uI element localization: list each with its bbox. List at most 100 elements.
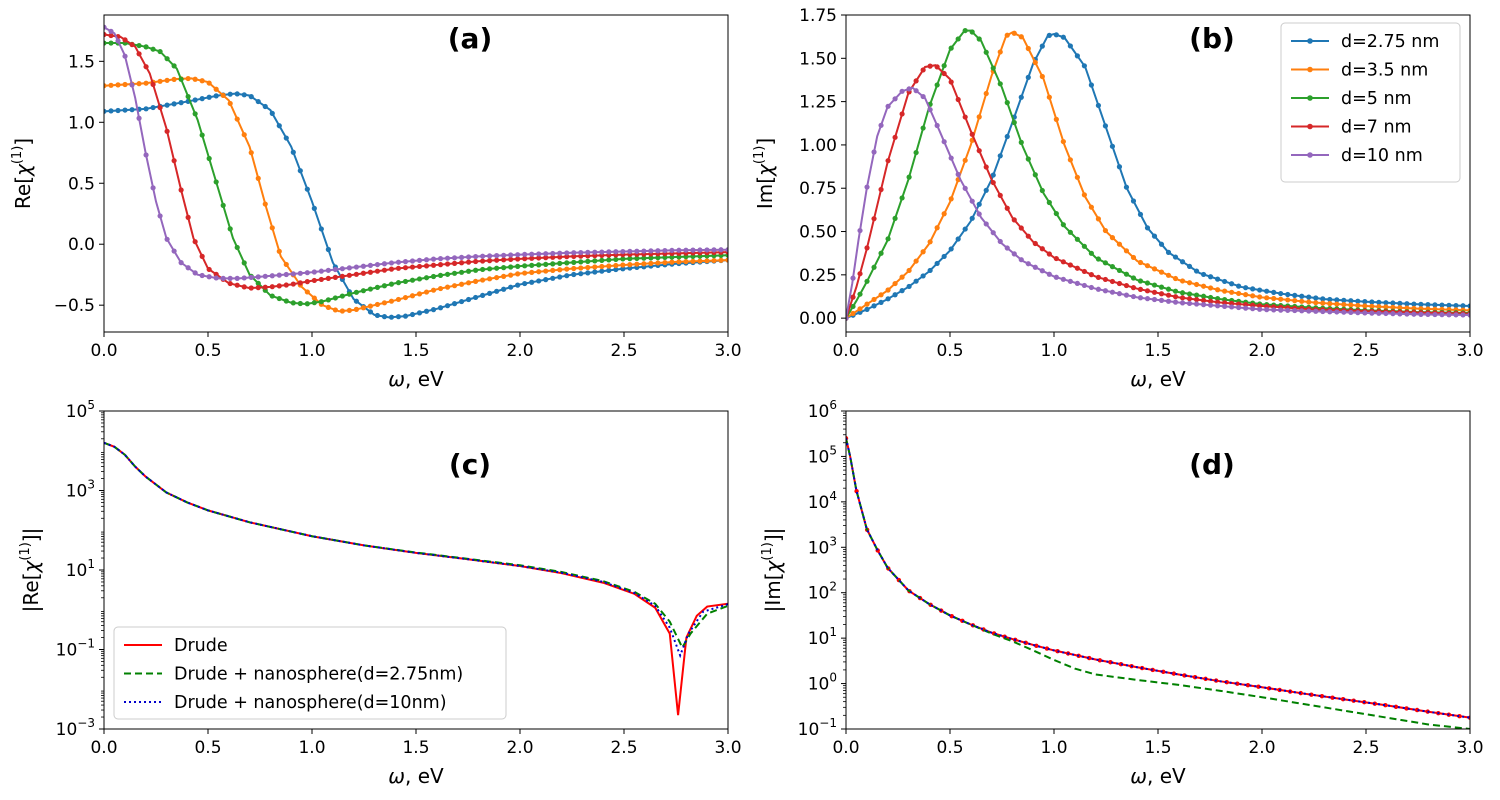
y-axis-prefix-d: |Im [761, 580, 785, 612]
series-marker-b-3-33 [1074, 265, 1080, 271]
series-marker-b-4-36 [1095, 286, 1101, 292]
series-marker-a-0-45 [416, 310, 423, 316]
series-marker-a-4-17 [220, 275, 226, 281]
series-marker-a-2-70 [592, 258, 598, 264]
series-marker-a-1-18 [227, 100, 233, 107]
series-marker-b-0-40 [1123, 184, 1130, 190]
series-marker-a-4-31 [318, 268, 324, 274]
series-marker-a-0-10 [171, 101, 177, 107]
series-marker-a-0-44 [409, 311, 416, 318]
series-marker-b-0-54 [1222, 278, 1228, 285]
series-marker-b-0-7 [892, 292, 898, 298]
series-marker-a-4-86 [704, 247, 710, 253]
series-marker-b-2-2 [857, 291, 863, 297]
series-marker-b-1-32 [1067, 157, 1073, 163]
series-marker-a-3-13 [192, 239, 198, 245]
series-marker-a-3-39 [374, 268, 381, 274]
series-marker-a-3-24 [269, 284, 275, 290]
series-marker-b-4-60 [1264, 307, 1270, 313]
series-marker-b-0-32 [1067, 43, 1073, 49]
series-line-a-0 [104, 92, 728, 319]
series-marker-a-1-15 [206, 80, 212, 86]
series-marker-a-1-34 [339, 308, 345, 314]
series-marker-a-2-64 [550, 261, 556, 267]
series-marker-a-4-80 [662, 247, 668, 254]
series-marker-a-4-21 [248, 274, 254, 281]
series-marker-b-0-34 [1081, 63, 1087, 69]
series-marker-b-4-19 [976, 211, 982, 217]
panel-a: 0.0 0.5 1.0 1.5 2.0 2.5 3.0 −0.5 0.0 0.5 1.0 1.5 ω, … [10, 14, 742, 391]
series-marker-a-4-89 [725, 247, 728, 253]
series-marker-a-2-29 [304, 301, 310, 307]
series-marker-b-4-52 [1207, 302, 1214, 308]
series-marker-b-1-20 [983, 90, 989, 97]
series-marker-b-4-70 [1334, 309, 1340, 315]
series-marker-a-4-71 [599, 249, 605, 255]
series-marker-a-2-9 [164, 56, 170, 62]
series-marker-a-2-59 [515, 263, 521, 269]
series-marker-a-4-15 [206, 274, 212, 280]
series-marker-b-0-81 [1411, 301, 1417, 307]
legend-b: d=2.75 nm d=3.5 nm d=5 nm d=7 nm d=10 nm [1280, 22, 1461, 183]
series-marker-a-3-6 [143, 64, 149, 70]
series-marker-b-4-77 [1383, 310, 1389, 317]
series-marker-b-0-36 [1095, 102, 1101, 109]
series-marker-b-2-38 [1109, 264, 1116, 270]
series-marker-a-4-20 [241, 275, 247, 281]
series-marker-b-3-16 [955, 96, 961, 103]
series-marker-b-0-77 [1383, 300, 1389, 306]
series-marker-b-0-44 [1151, 233, 1158, 239]
series-marker-b-1-46 [1165, 272, 1172, 278]
plot-area-b [846, 27, 1470, 321]
series-marker-b-3-27 [1032, 240, 1038, 247]
series-marker-a-0-16 [213, 93, 219, 99]
plot-area-c [104, 441, 728, 716]
series-marker-b-0-66 [1306, 294, 1312, 300]
series-marker-b-1-41 [1130, 254, 1137, 261]
y-tick-base-c-0: 10 [56, 720, 78, 740]
series-marker-a-1-10 [171, 76, 177, 82]
series-marker-a-4-26 [283, 271, 289, 278]
series-marker-b-0-71 [1341, 297, 1347, 303]
series-marker-a-0-38 [367, 309, 374, 315]
series-marker-a-2-61 [529, 262, 535, 268]
series-marker-a-4-3 [122, 53, 128, 59]
series-marker-a-1-86 [704, 258, 710, 264]
series-marker-b-3-45 [1158, 291, 1165, 297]
series-marker-b-4-74 [1362, 310, 1368, 316]
series-marker-a-0-60 [522, 280, 528, 287]
legend-label-b-3: d=7 nm [1341, 118, 1412, 138]
series-marker-a-2-16 [213, 179, 219, 185]
series-marker-a-4-25 [276, 272, 282, 278]
series-marker-a-1-58 [508, 272, 514, 278]
series-marker-a-4-9 [164, 236, 170, 242]
series-marker-a-2-6 [143, 44, 149, 50]
y-tick-label-a-2: 0.5 [68, 174, 95, 194]
series-marker-b-3-36 [1095, 274, 1101, 280]
series-marker-a-0-46 [423, 308, 430, 314]
series-marker-b-4-12 [927, 107, 933, 113]
series-marker-a-0-61 [529, 279, 535, 285]
series-marker-a-2-38 [367, 286, 374, 292]
series-marker-b-4-61 [1271, 307, 1277, 313]
series-marker-a-1-85 [697, 258, 703, 264]
series-marker-a-0-50 [451, 301, 458, 307]
series-marker-b-3-49 [1186, 296, 1193, 302]
series-marker-a-2-10 [171, 63, 177, 69]
series-marker-a-0-67 [571, 271, 577, 278]
series-marker-b-4-73 [1355, 310, 1361, 316]
series-marker-b-3-44 [1151, 289, 1158, 295]
series-marker-a-4-68 [578, 249, 584, 256]
series-marker-a-2-73 [613, 256, 619, 263]
series-marker-b-4-54 [1222, 303, 1228, 309]
series-marker-a-4-84 [690, 247, 696, 253]
x-tick-label-c-2: 1.0 [298, 738, 325, 758]
series-marker-a-4-64 [550, 250, 556, 257]
series-marker-a-2-11 [178, 76, 184, 82]
series-marker-b-4-18 [969, 198, 975, 204]
y-tick-exponent-c-0: −3 [77, 716, 95, 730]
series-marker-a-0-11 [178, 100, 184, 106]
series-marker-b-1-3 [864, 301, 870, 307]
series-marker-b-3-19 [976, 148, 982, 154]
series-marker-b-3-37 [1102, 276, 1109, 283]
